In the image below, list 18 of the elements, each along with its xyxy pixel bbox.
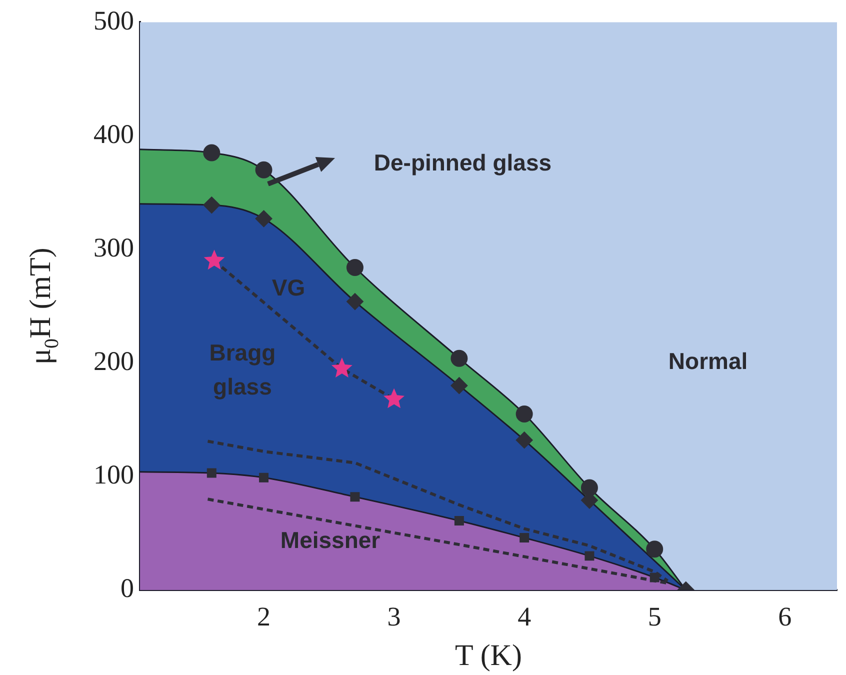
- annotation: Normal: [668, 348, 748, 374]
- y-tick-label: 300: [94, 232, 134, 262]
- annotation: Bragg glass: [209, 340, 276, 400]
- y-tick-label: 200: [94, 346, 134, 376]
- x-tick-label: 3: [387, 601, 401, 632]
- y-tick-label: 400: [94, 118, 134, 149]
- x-tick-label: 4: [518, 601, 532, 632]
- x-tick-label: 6: [778, 601, 792, 632]
- x-tick-label: 5: [648, 601, 662, 632]
- x-axis-title: T (K): [455, 638, 522, 672]
- x-tick-label: 2: [257, 601, 271, 632]
- y-tick-label: 0: [120, 573, 134, 604]
- y-tick-label: 500: [94, 5, 134, 36]
- annotation: VG: [272, 274, 306, 300]
- annotation: Meissner: [280, 527, 380, 554]
- annotation: De-pinned glass: [374, 149, 552, 176]
- y-tick-label: 100: [94, 460, 134, 490]
- y-axis-title: μ0H (mT): [24, 248, 63, 365]
